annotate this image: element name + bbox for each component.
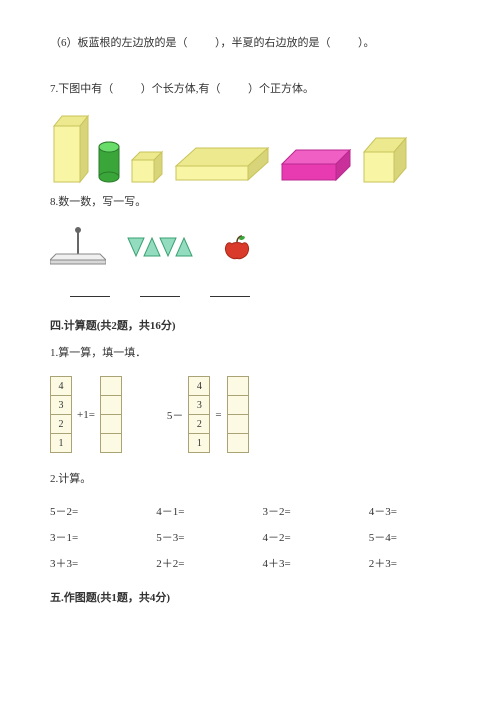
minus-op: 5－ xyxy=(167,407,184,423)
empty-cell[interactable] xyxy=(227,414,249,434)
eq: 3－2= xyxy=(263,503,344,519)
q7-shapes-row xyxy=(50,112,450,184)
tall-cuboid-shape xyxy=(50,112,90,184)
cell: 3 xyxy=(188,395,210,415)
stand-shape xyxy=(50,226,106,268)
q8-blanks xyxy=(70,284,450,297)
eq: 2＋2= xyxy=(156,555,237,571)
blank-3[interactable] xyxy=(210,284,250,297)
blank-2[interactable] xyxy=(140,284,180,297)
cell: 1 xyxy=(50,433,72,453)
empty-cell[interactable] xyxy=(100,395,122,415)
eq: 5－3= xyxy=(156,529,237,545)
equation-grid: 5－2= 4－1= 3－2= 4－3= 3－1= 5－3= 4－2= 5－4= … xyxy=(50,503,450,571)
eq: 3＋3= xyxy=(50,555,131,571)
eq: 4－1= xyxy=(156,503,237,519)
empty-cell[interactable] xyxy=(100,414,122,434)
big-cube-shape xyxy=(360,134,410,184)
cell: 2 xyxy=(50,414,72,434)
calc-group-left: 4 3 2 1 +1= xyxy=(50,376,122,453)
eq: 2＋3= xyxy=(369,555,450,571)
empty-cell[interactable] xyxy=(100,433,122,453)
question-7: 7.下图中有（ ）个长方体,有（ ）个正方体。 xyxy=(50,81,450,99)
eq: 4＋3= xyxy=(263,555,344,571)
right-stack-filled: 4 3 2 1 xyxy=(188,376,210,453)
pink-cuboid-shape xyxy=(278,146,354,184)
cylinder-shape xyxy=(96,140,122,184)
triangles-shape xyxy=(126,234,202,260)
empty-cell[interactable] xyxy=(227,376,249,396)
q7-text-a: 7.下图中有（ xyxy=(50,83,113,95)
eq: 4－2= xyxy=(263,529,344,545)
left-stack-empty xyxy=(100,376,122,453)
empty-cell[interactable] xyxy=(227,433,249,453)
eq: 4－3= xyxy=(369,503,450,519)
question-8-label: 8.数一数，写一写。 xyxy=(50,194,450,212)
section-4-q2: 2.计算。 xyxy=(50,471,450,489)
q7-text-c: ）个正方体。 xyxy=(248,83,314,95)
calc-group-right: 5－ 4 3 2 1 = xyxy=(167,376,249,453)
eq: 3－1= xyxy=(50,529,131,545)
small-cube-shape xyxy=(128,146,166,184)
cell: 4 xyxy=(188,376,210,396)
q6-text-c: ）。 xyxy=(358,37,375,49)
eq: 5－2= xyxy=(50,503,131,519)
blank-1[interactable] xyxy=(70,284,110,297)
cell: 2 xyxy=(188,414,210,434)
q8-row xyxy=(50,226,450,268)
section-4-q1: 1.算一算，填一填． xyxy=(50,345,450,363)
cell: 4 xyxy=(50,376,72,396)
q6-text-a: （6）板蓝根的左边放的是（ xyxy=(50,37,188,49)
section-5-title: 五.作图题(共1题，共4分) xyxy=(50,589,450,605)
plus-op: +1= xyxy=(77,409,95,421)
cell: 3 xyxy=(50,395,72,415)
q6-text-b: ），半夏的右边放的是（ xyxy=(215,37,331,49)
section-4-title: 四.计算题(共2题，共16分) xyxy=(50,317,450,333)
flat-cuboid-shape xyxy=(172,144,272,184)
question-6: （6）板蓝根的左边放的是（ ），半夏的右边放的是（ ）。 xyxy=(50,35,450,53)
empty-cell[interactable] xyxy=(100,376,122,396)
eq: 5－4= xyxy=(369,529,450,545)
calc-row: 4 3 2 1 +1= 5－ 4 3 2 1 = xyxy=(50,376,450,453)
q7-text-b: ）个长方体,有（ xyxy=(141,83,221,95)
apple-shape xyxy=(222,232,252,262)
left-stack-filled: 4 3 2 1 xyxy=(50,376,72,453)
right-stack-empty xyxy=(227,376,249,453)
cell: 1 xyxy=(188,433,210,453)
empty-cell[interactable] xyxy=(227,395,249,415)
equals-sign: = xyxy=(215,409,221,421)
